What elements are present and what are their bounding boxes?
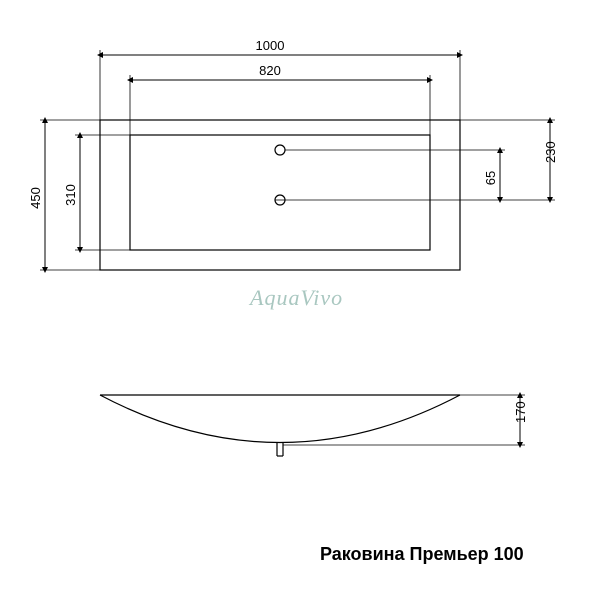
dim-height-310-label: 310 — [63, 184, 78, 206]
dim-height-450-label: 450 — [28, 187, 43, 209]
top-view-inner — [130, 135, 430, 250]
dim-right-230-label: 230 — [543, 141, 558, 163]
dim-width-820-label: 820 — [259, 63, 281, 78]
tap-hole — [275, 145, 285, 155]
watermark-text: AquaVivo — [248, 285, 343, 310]
side-view-bowl — [100, 395, 460, 443]
dim-depth-170-label: 170 — [513, 401, 528, 423]
dim-right-65-label: 65 — [483, 171, 498, 185]
product-title: Раковина Премьер 100 — [320, 544, 524, 564]
dim-width-1000-label: 1000 — [256, 38, 285, 53]
